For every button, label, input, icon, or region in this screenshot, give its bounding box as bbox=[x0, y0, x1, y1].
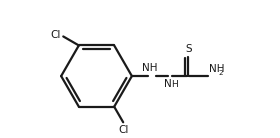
Text: S: S bbox=[185, 44, 192, 54]
Text: H: H bbox=[172, 79, 178, 89]
Text: Cl: Cl bbox=[51, 30, 61, 40]
Text: Cl: Cl bbox=[118, 125, 128, 135]
Text: NH: NH bbox=[209, 64, 225, 74]
Text: 2: 2 bbox=[218, 70, 223, 76]
Text: N: N bbox=[164, 79, 172, 89]
Text: NH: NH bbox=[142, 63, 157, 73]
